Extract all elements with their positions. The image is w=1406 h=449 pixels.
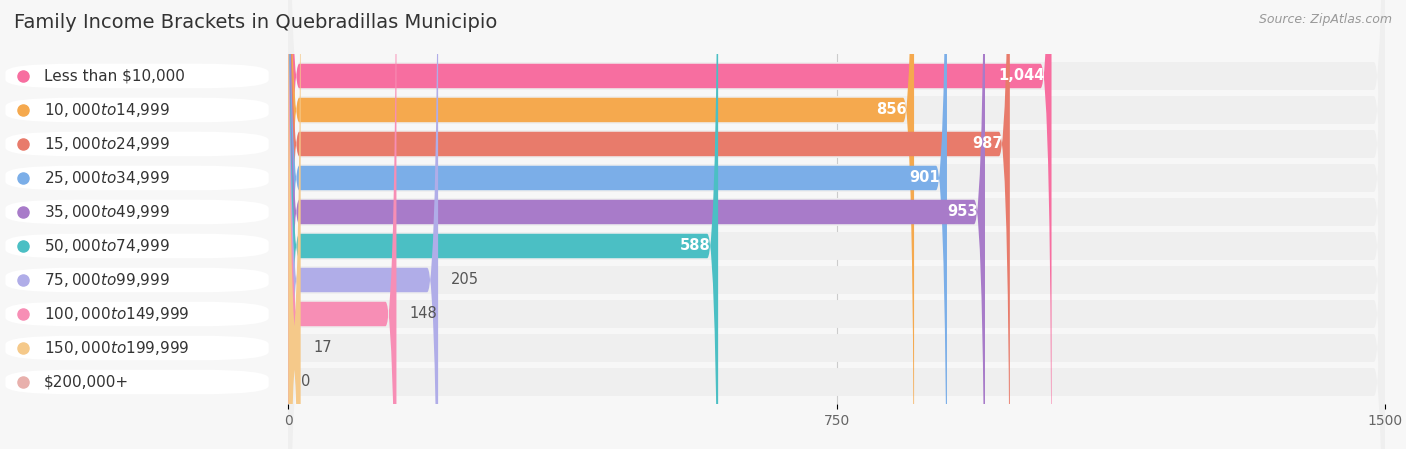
FancyBboxPatch shape xyxy=(6,64,269,88)
FancyBboxPatch shape xyxy=(288,0,301,449)
Text: 856: 856 xyxy=(876,102,907,118)
Text: 987: 987 xyxy=(972,136,1002,151)
Text: $75,000 to $99,999: $75,000 to $99,999 xyxy=(44,271,170,289)
FancyBboxPatch shape xyxy=(6,132,269,156)
Text: 901: 901 xyxy=(910,171,939,185)
Text: 148: 148 xyxy=(409,307,437,321)
Text: $15,000 to $24,999: $15,000 to $24,999 xyxy=(44,135,170,153)
Text: 17: 17 xyxy=(314,340,332,356)
Text: 205: 205 xyxy=(451,273,479,287)
FancyBboxPatch shape xyxy=(288,0,1385,449)
Text: $25,000 to $34,999: $25,000 to $34,999 xyxy=(44,169,170,187)
FancyBboxPatch shape xyxy=(288,0,1385,449)
Text: $200,000+: $200,000+ xyxy=(44,374,129,389)
Text: 588: 588 xyxy=(681,238,711,254)
Text: $10,000 to $14,999: $10,000 to $14,999 xyxy=(44,101,170,119)
FancyBboxPatch shape xyxy=(288,0,1385,449)
Text: $35,000 to $49,999: $35,000 to $49,999 xyxy=(44,203,170,221)
FancyBboxPatch shape xyxy=(6,234,269,258)
FancyBboxPatch shape xyxy=(288,0,1385,449)
FancyBboxPatch shape xyxy=(288,0,718,449)
FancyBboxPatch shape xyxy=(6,268,269,292)
FancyBboxPatch shape xyxy=(288,0,914,449)
Text: $150,000 to $199,999: $150,000 to $199,999 xyxy=(44,339,190,357)
Text: 1,044: 1,044 xyxy=(998,69,1045,84)
Text: 953: 953 xyxy=(948,204,977,220)
Text: Source: ZipAtlas.com: Source: ZipAtlas.com xyxy=(1258,13,1392,26)
FancyBboxPatch shape xyxy=(288,0,1385,449)
FancyBboxPatch shape xyxy=(6,302,269,326)
FancyBboxPatch shape xyxy=(6,166,269,190)
FancyBboxPatch shape xyxy=(288,0,986,449)
FancyBboxPatch shape xyxy=(288,0,439,449)
FancyBboxPatch shape xyxy=(288,0,1052,449)
Text: 0: 0 xyxy=(301,374,311,389)
FancyBboxPatch shape xyxy=(288,0,1385,449)
FancyBboxPatch shape xyxy=(288,0,948,449)
FancyBboxPatch shape xyxy=(288,0,1385,449)
FancyBboxPatch shape xyxy=(6,98,269,122)
FancyBboxPatch shape xyxy=(6,200,269,224)
Text: $50,000 to $74,999: $50,000 to $74,999 xyxy=(44,237,170,255)
Text: Family Income Brackets in Quebradillas Municipio: Family Income Brackets in Quebradillas M… xyxy=(14,13,498,32)
FancyBboxPatch shape xyxy=(288,0,1385,449)
Text: Less than $10,000: Less than $10,000 xyxy=(44,69,184,84)
FancyBboxPatch shape xyxy=(6,336,269,360)
FancyBboxPatch shape xyxy=(288,0,396,449)
FancyBboxPatch shape xyxy=(288,0,1010,449)
FancyBboxPatch shape xyxy=(288,0,1385,449)
Text: $100,000 to $149,999: $100,000 to $149,999 xyxy=(44,305,190,323)
FancyBboxPatch shape xyxy=(288,0,1385,449)
FancyBboxPatch shape xyxy=(6,370,269,394)
